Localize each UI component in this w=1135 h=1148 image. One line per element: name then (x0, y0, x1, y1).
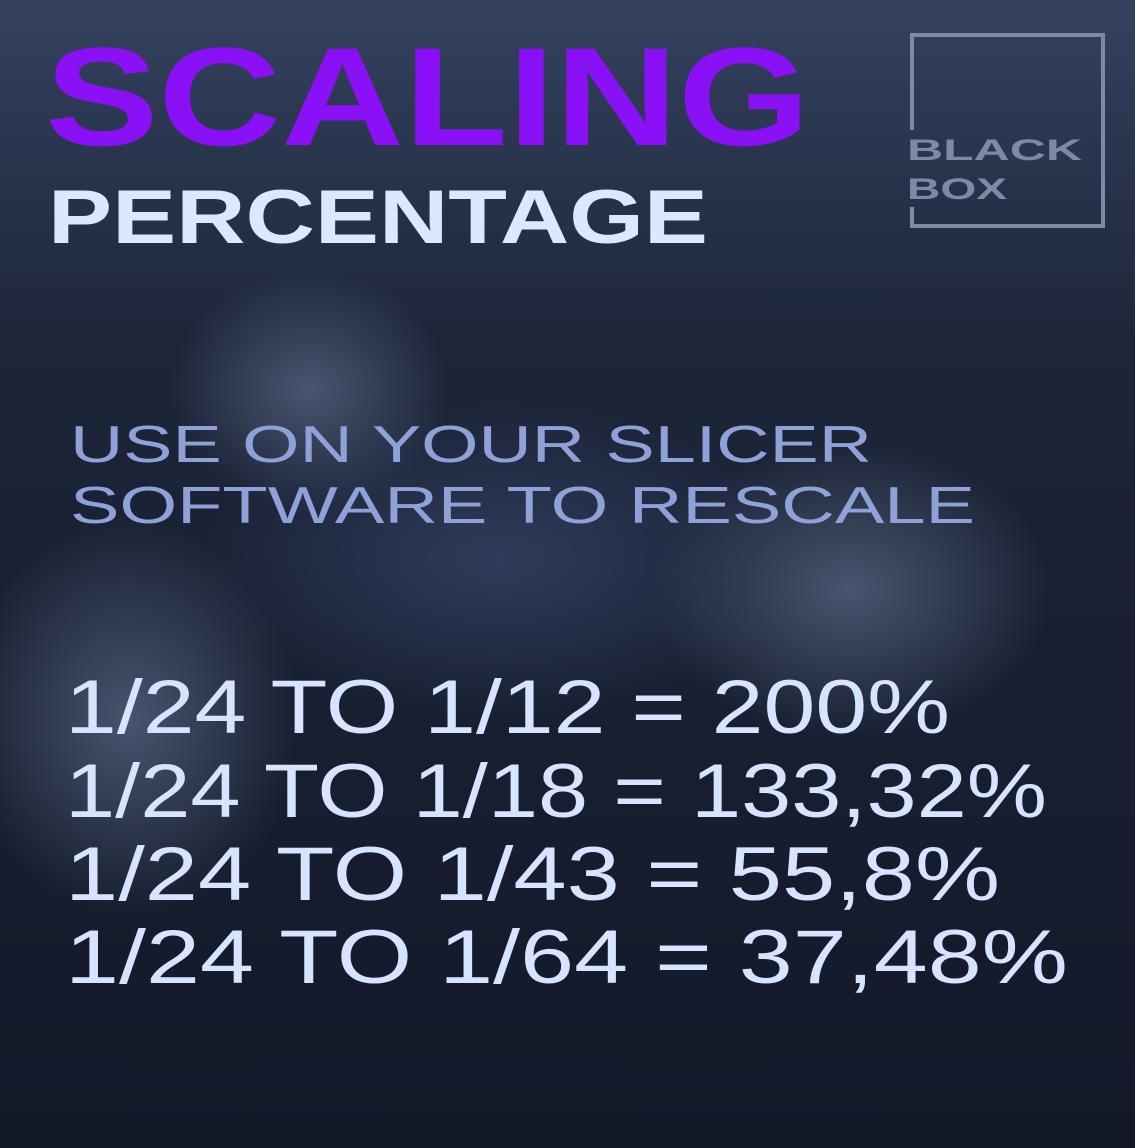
subtitle: PERCENTAGE (48, 175, 708, 260)
conversion-line: 1/24 TO 1/64 = 37,48% (65, 915, 1068, 1000)
background-blob (200, 400, 800, 720)
title: SCALING (45, 18, 810, 175)
logo-line1: BLACK (907, 134, 1083, 167)
logo-frame (910, 33, 1105, 228)
instruction-line: USE ON YOUR SLICER (70, 416, 872, 474)
conversion-line: 1/24 TO 1/12 = 200% (65, 665, 950, 750)
conversion-line: 1/24 TO 1/43 = 55,8% (65, 832, 1000, 917)
instruction-line: SOFTWARE TO RESCALE (70, 477, 975, 535)
conversion-line: 1/24 TO 1/18 = 133,32% (65, 749, 1047, 834)
logo-line2: BOX (907, 173, 1007, 206)
blackbox-logo: BLACK BOX (907, 33, 1105, 228)
